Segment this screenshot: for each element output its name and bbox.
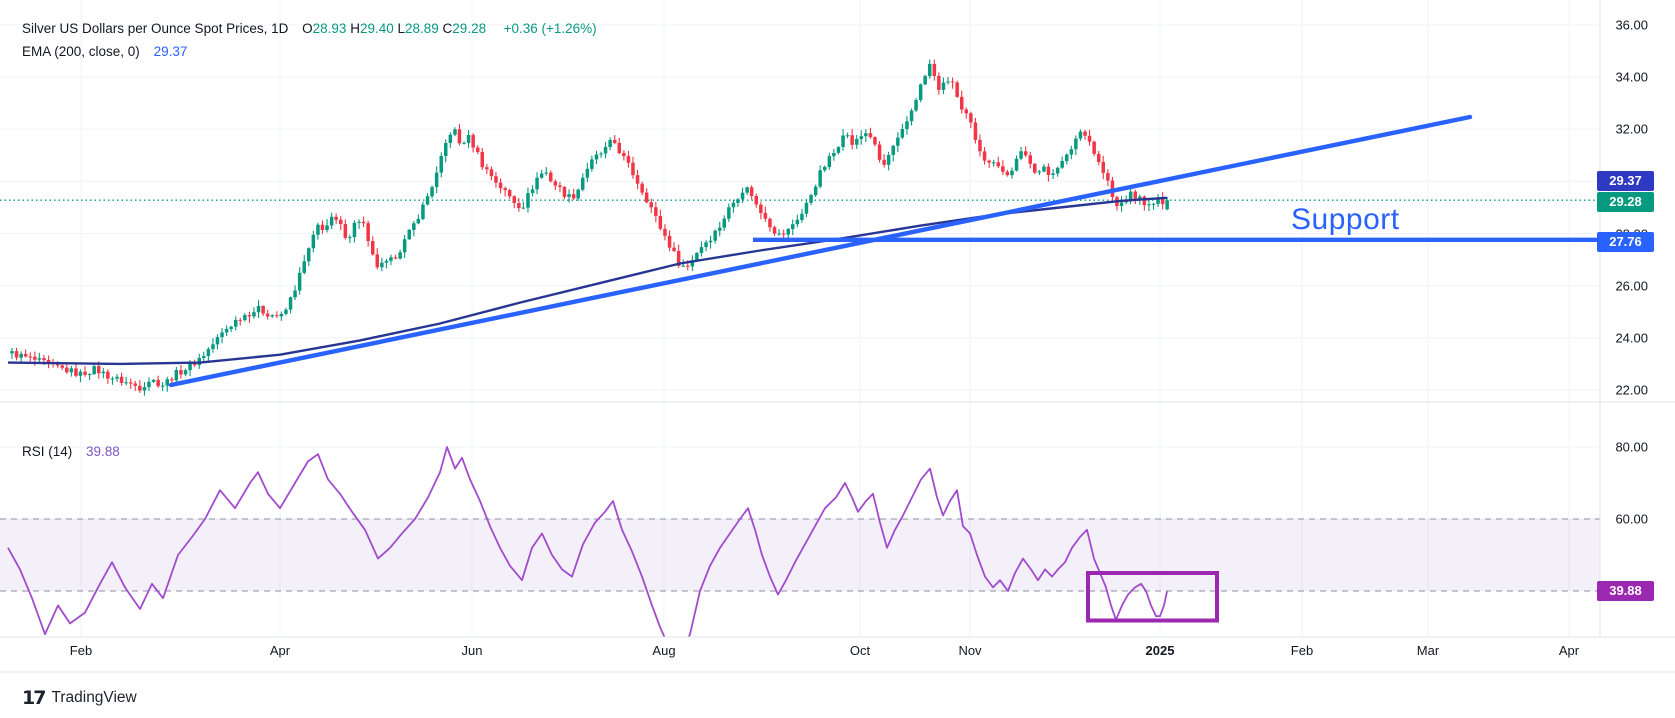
ascending-trendline[interactable] (168, 114, 1473, 388)
ema-price-badge: 29.37 (1597, 171, 1654, 191)
rsi-axis-label: 80.00 (1615, 439, 1648, 455)
rsi-legend-row[interactable]: RSI (14) 39.88 (22, 444, 120, 459)
symbol-title: Silver US Dollars per Ounce Spot Prices,… (22, 21, 289, 36)
candles-down (14, 59, 1165, 393)
rsi-value: 39.88 (86, 444, 120, 459)
ema-label: EMA (200, close, 0) (22, 44, 140, 59)
ohlc-values: O28.93 H29.40 L28.89 C29.28 (302, 21, 490, 36)
rsi-value-badge: 39.88 (1597, 581, 1654, 601)
change-value: +0.36 (+1.26%) (503, 21, 597, 36)
price-axis-label: 26.00 (1615, 278, 1648, 294)
last-price-badge: 29.28 (1597, 192, 1654, 212)
gridlines (0, 0, 1600, 637)
ohlc-key: L (397, 21, 405, 36)
price-axis-label: 36.00 (1615, 17, 1648, 33)
ema-legend-row[interactable]: EMA (200, close, 0) 29.37 (22, 44, 187, 59)
support-annotation-text[interactable]: Support (1291, 203, 1400, 236)
ohlc-value: 28.93 (312, 21, 351, 36)
time-axis-label: Apr (1558, 643, 1580, 658)
time-axis-label: Feb (1290, 643, 1314, 658)
ohlc-key: O (302, 21, 313, 36)
ohlc-key: C (442, 21, 453, 36)
time-axis-label: Mar (1416, 643, 1440, 658)
time-axis-label: Oct (849, 643, 871, 658)
rsi-label: RSI (14) (22, 444, 73, 459)
support-price-badge: 27.76 (1597, 232, 1654, 252)
time-axis-label: Jun (461, 643, 483, 658)
ohlc-value: 28.89 (405, 21, 443, 36)
symbol-legend-row[interactable]: Silver US Dollars per Ounce Spot Prices,… (22, 21, 597, 36)
ohlc-value: 29.40 (359, 21, 398, 36)
rsi-pane[interactable] (0, 446, 1600, 652)
ohlc-value: 29.28 (452, 21, 490, 36)
price-axis-label: 24.00 (1615, 330, 1648, 346)
ema-200-line[interactable] (7, 196, 1168, 366)
ohlc-key: H (350, 21, 360, 36)
time-axis-label: Aug (652, 643, 676, 658)
price-axis-label: 34.00 (1615, 69, 1648, 85)
tradingview-logo-text: TradingView (51, 689, 137, 706)
price-pane[interactable] (0, 59, 1600, 396)
tradingview-logo-icon: 17 (22, 687, 46, 709)
tradingview-branding[interactable]: 17 TradingView (22, 687, 137, 709)
rsi-line[interactable] (7, 446, 1168, 652)
price-axis-label: 32.00 (1615, 121, 1648, 137)
time-axis-label: Apr (269, 643, 291, 658)
candles-up (10, 59, 1169, 396)
ema-value: 29.37 (153, 44, 188, 59)
time-axis-label: Feb (69, 643, 93, 658)
rsi-axis-label: 60.00 (1615, 511, 1648, 527)
time-axis-label: Nov (958, 643, 982, 658)
price-axis-label: 22.00 (1615, 382, 1648, 398)
rsi-highlight-box[interactable] (1086, 571, 1219, 623)
time-axis-label: 2025 (1145, 643, 1175, 658)
